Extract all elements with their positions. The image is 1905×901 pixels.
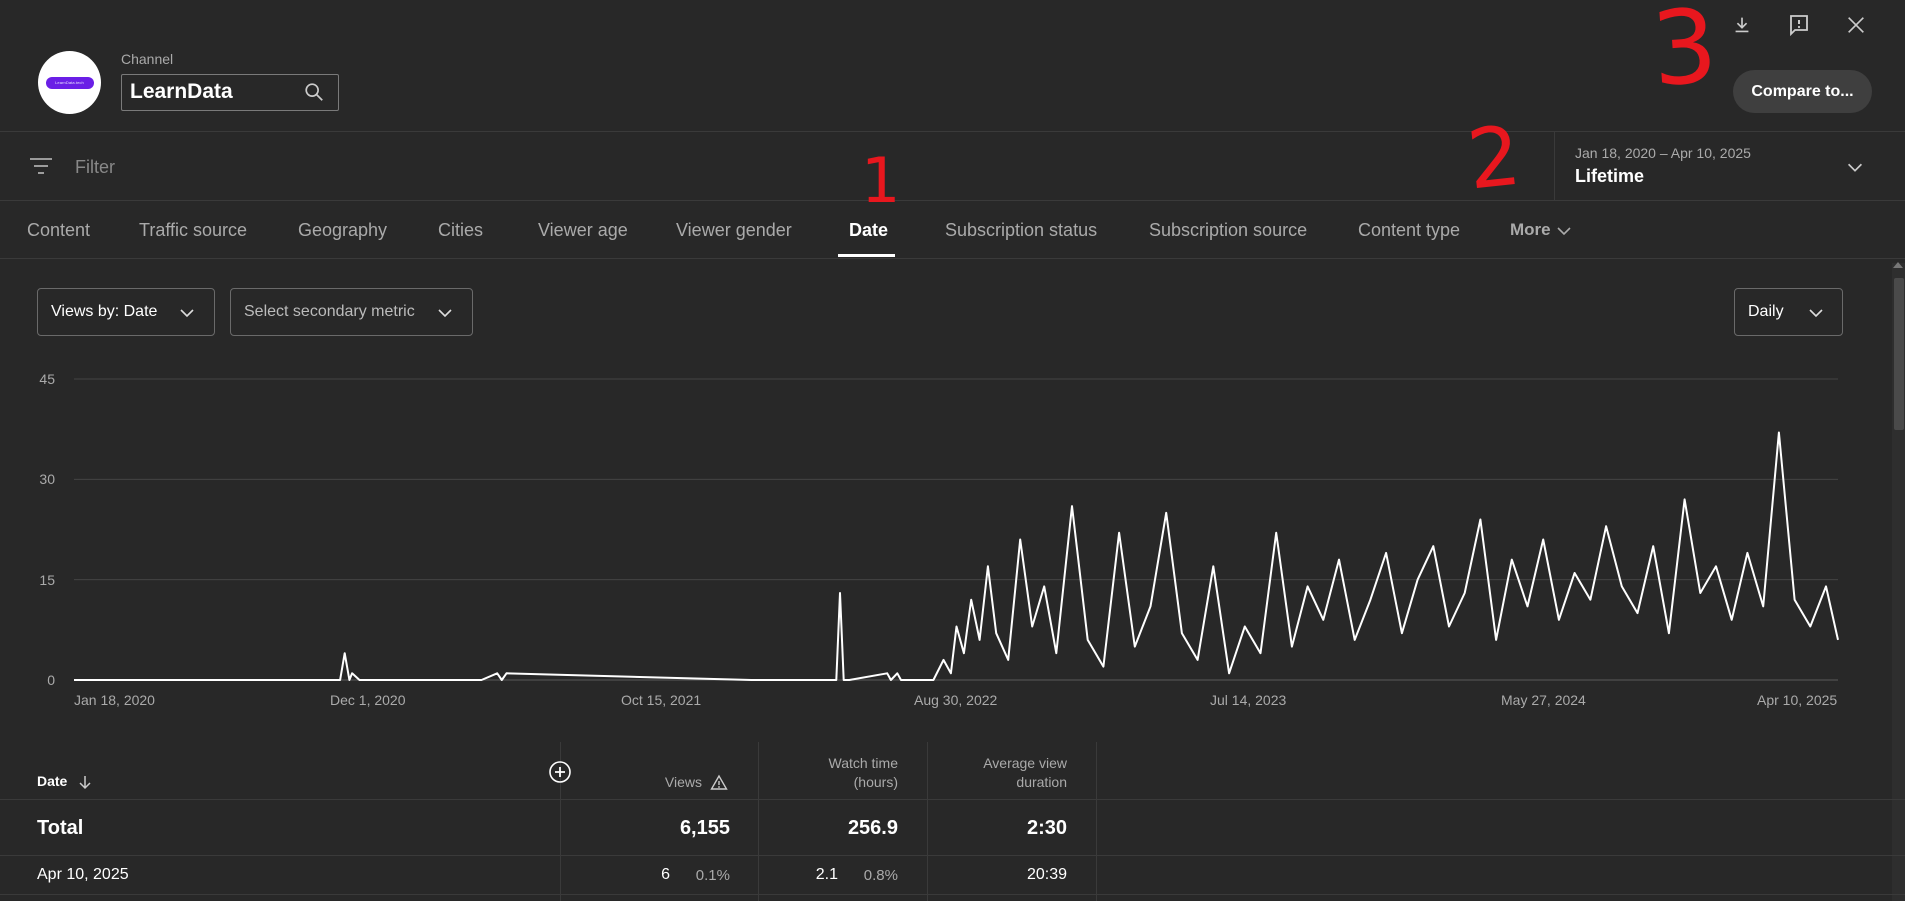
feedback-icon[interactable] — [1784, 10, 1814, 40]
table-divider — [0, 855, 1905, 856]
column-header-date[interactable]: Date — [37, 773, 68, 789]
tab-content-type[interactable]: Content type — [1358, 220, 1461, 240]
date-range-text: Jan 18, 2020 – Apr 10, 2025 — [1575, 145, 1751, 161]
row-watch-time-pct: 0.8% — [863, 867, 898, 884]
tab-subscription-source[interactable]: Subscription source — [1149, 220, 1308, 240]
chevron-down-icon[interactable] — [1556, 223, 1572, 239]
x-tick-label: Aug 30, 2022 — [914, 692, 998, 708]
y-tick-label: 45 — [39, 371, 55, 387]
header-line: Watch time — [828, 755, 899, 771]
column-divider — [1096, 742, 1097, 901]
close-icon[interactable] — [1841, 10, 1871, 40]
annotation-1: 1 — [861, 144, 901, 217]
row-views: 6 — [661, 866, 670, 883]
filter-icon[interactable] — [28, 156, 54, 176]
row-date: Apr 10, 2025 — [37, 866, 129, 883]
chevron-down-icon[interactable] — [1844, 156, 1866, 178]
channel-label: Channel — [121, 51, 174, 67]
row-avg-view-duration: 20:39 — [1026, 866, 1067, 883]
primary-metric-dropdown[interactable]: Views by: Date — [37, 288, 215, 336]
header-line: duration — [1016, 774, 1067, 790]
row-views-pct: 0.1% — [695, 867, 730, 884]
total-views: 6,155 — [679, 817, 730, 839]
total-avg-view-duration: 2:30 — [1026, 817, 1067, 839]
channel-logo: LearnData.tech — [45, 76, 94, 89]
total-watch-time: 256.9 — [847, 817, 898, 839]
tab-geography[interactable]: Geography — [298, 220, 388, 240]
row-watch-time: 2.1 — [815, 866, 838, 883]
x-tick-label: May 27, 2024 — [1501, 692, 1586, 708]
divider — [0, 200, 1905, 201]
primary-metric-label: Views by: Date — [51, 303, 158, 320]
x-tick-label: Apr 10, 2025 — [1757, 692, 1838, 708]
download-icon[interactable] — [1727, 10, 1757, 40]
search-icon[interactable] — [303, 81, 325, 103]
channel-avatar: LearnData.tech — [38, 51, 101, 114]
tab-more[interactable]: More — [1510, 220, 1551, 239]
tab-viewer-age[interactable]: Viewer age — [538, 220, 628, 240]
views-line-chart — [74, 378, 1839, 681]
granularity-label: Daily — [1748, 303, 1784, 320]
annotation-3: 3 — [1647, 0, 1721, 111]
chevron-down-icon — [180, 309, 194, 318]
column-divider — [758, 742, 759, 901]
tab-date[interactable]: Date — [849, 220, 889, 240]
secondary-metric-dropdown[interactable]: Select secondary metric — [230, 288, 473, 336]
x-tick-label: Dec 1, 2020 — [330, 692, 406, 708]
channel-name: LearnData — [130, 80, 233, 103]
column-header-views[interactable]: Views — [664, 774, 702, 790]
y-tick-label: 0 — [47, 672, 55, 688]
scrollbar-thumb[interactable] — [1894, 278, 1904, 430]
date-period: Lifetime — [1575, 166, 1645, 186]
header-line: Average view — [983, 755, 1067, 771]
column-header-avg-view-duration[interactable]: Average view duration — [940, 754, 1067, 792]
divider — [0, 258, 1905, 259]
views-series-line[interactable] — [74, 431, 1839, 681]
total-label: Total — [37, 817, 84, 839]
compare-button[interactable]: Compare to... — [1733, 70, 1872, 113]
y-tick-label: 15 — [39, 572, 55, 588]
add-column-icon[interactable] — [548, 760, 572, 784]
column-divider — [560, 742, 561, 901]
tab-cities[interactable]: Cities — [438, 220, 484, 240]
x-tick-label: Jan 18, 2020 — [74, 692, 155, 708]
scroll-up-icon[interactable] — [1893, 262, 1903, 268]
date-range-selector[interactable] — [1554, 132, 1905, 200]
tab-traffic-source[interactable]: Traffic source — [139, 220, 248, 240]
active-tab-indicator — [838, 254, 895, 257]
filter-input[interactable]: Filter — [75, 157, 115, 177]
tab-viewer-gender[interactable]: Viewer gender — [676, 220, 792, 240]
tab-subscription-status[interactable]: Subscription status — [945, 220, 1098, 240]
header-line: (hours) — [853, 774, 898, 790]
granularity-dropdown[interactable]: Daily — [1734, 288, 1843, 336]
table-divider — [0, 799, 1905, 800]
chevron-down-icon — [438, 309, 452, 318]
secondary-metric-label: Select secondary metric — [244, 303, 415, 320]
x-tick-label: Oct 15, 2021 — [621, 692, 702, 708]
annotation-2: 2 — [1463, 108, 1525, 209]
divider — [0, 131, 1905, 132]
tab-content[interactable]: Content — [27, 220, 91, 240]
sort-down-icon[interactable] — [78, 774, 92, 790]
y-tick-label: 30 — [39, 471, 55, 487]
channel-selector[interactable] — [121, 74, 339, 111]
chevron-down-icon — [1809, 309, 1823, 318]
column-divider — [927, 742, 928, 901]
x-tick-label: Jul 14, 2023 — [1210, 692, 1287, 708]
column-header-watch-time[interactable]: Watch time (hours) — [770, 754, 899, 792]
warning-icon[interactable] — [710, 774, 728, 791]
table-divider — [0, 894, 1905, 895]
